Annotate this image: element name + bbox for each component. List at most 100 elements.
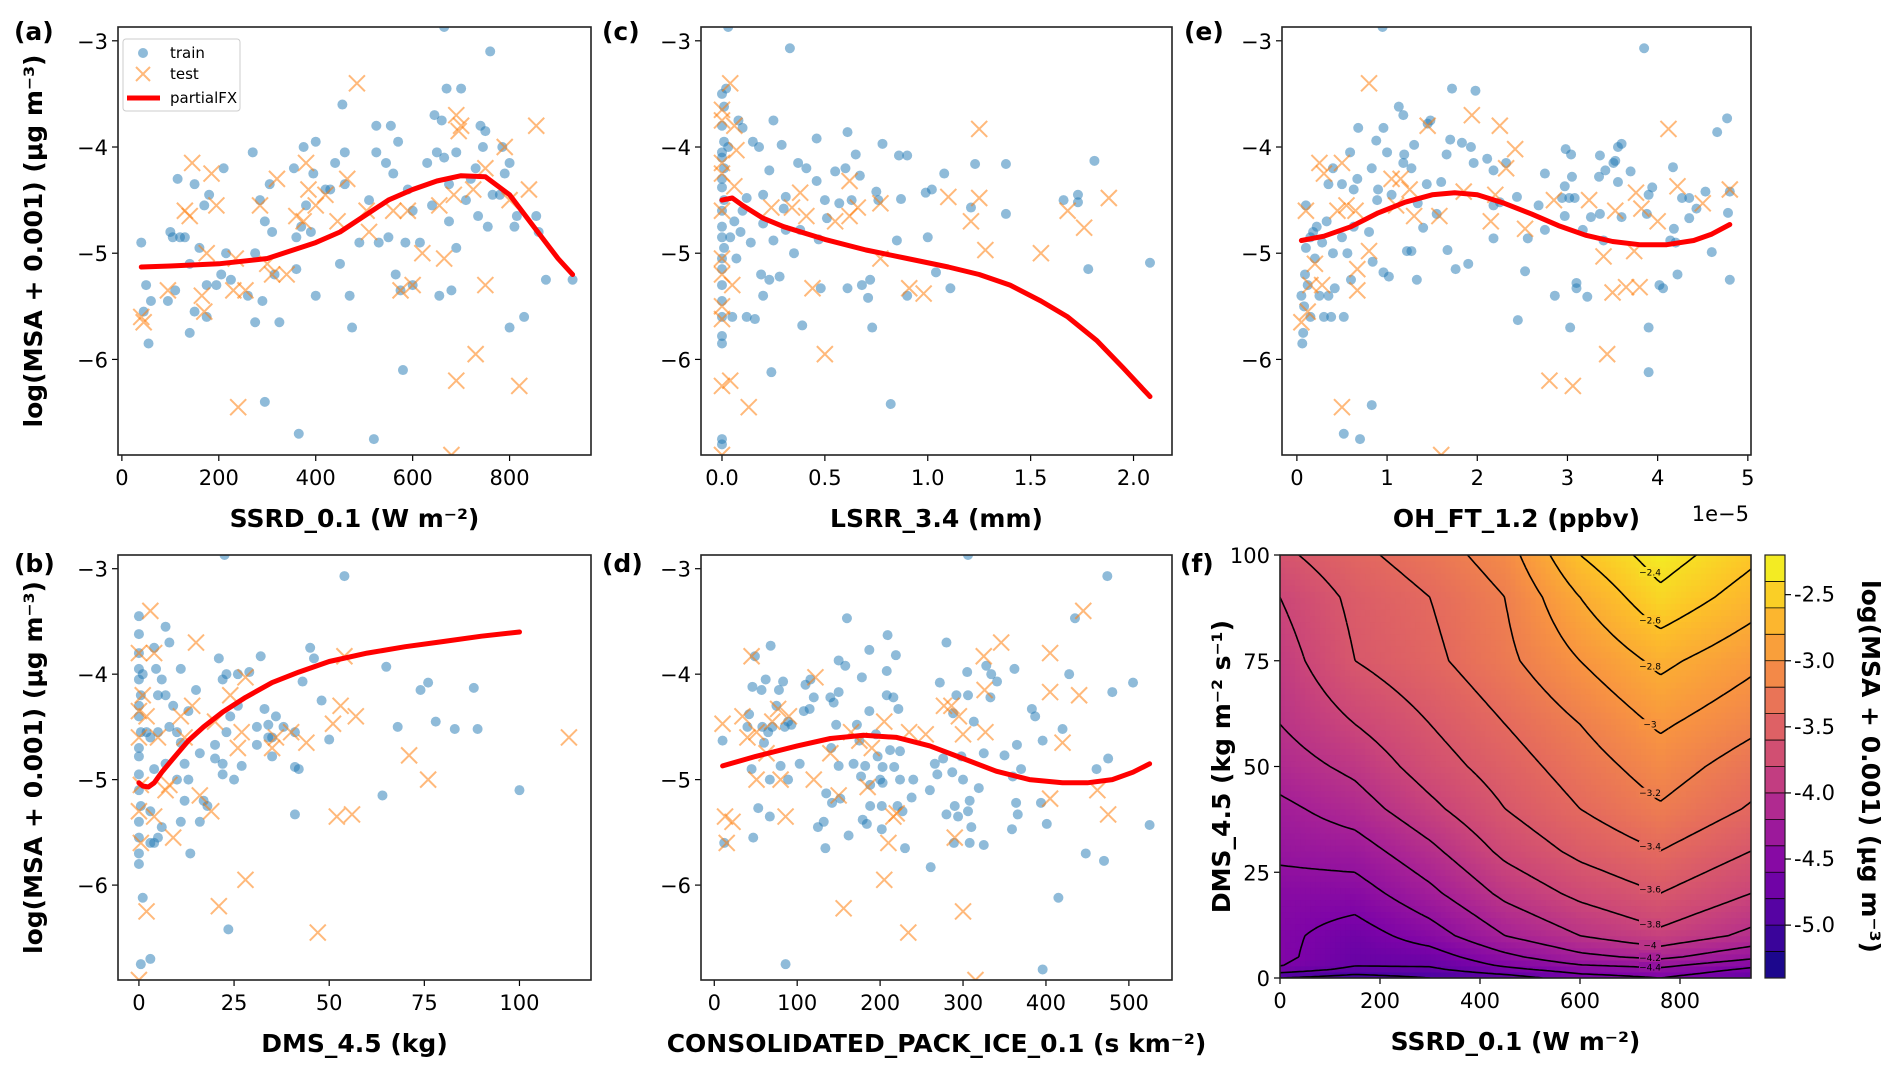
heatmap-cell <box>1556 742 1562 749</box>
heatmap-cell <box>1365 857 1371 864</box>
test-point <box>993 635 1009 651</box>
heatmap-cell <box>1510 881 1516 888</box>
heatmap-cell <box>1370 899 1376 906</box>
heatmap-cell <box>1606 718 1612 725</box>
x-tick-label: 1 <box>1380 466 1393 490</box>
heatmap-cell <box>1485 736 1491 743</box>
heatmap-cell <box>1701 845 1707 852</box>
train-point <box>185 848 195 858</box>
heatmap-cell <box>1465 893 1471 900</box>
train-point <box>717 121 727 131</box>
heatmap-cell <box>1556 767 1562 774</box>
heatmap-cell <box>1465 748 1471 755</box>
heatmap-cell <box>1385 875 1391 882</box>
heatmap-cell <box>1641 730 1647 737</box>
train-point <box>416 685 426 695</box>
heatmap-cell <box>1586 881 1592 888</box>
test-point <box>298 735 314 751</box>
heatmap-cell <box>1455 827 1461 834</box>
heatmap-cell <box>1586 851 1592 858</box>
train-point <box>260 704 270 714</box>
train-point <box>761 674 771 684</box>
heatmap-cell <box>1385 803 1391 810</box>
heatmap-cell <box>1420 936 1426 943</box>
heatmap-cell <box>1340 839 1346 846</box>
heatmap-cell <box>1726 893 1732 900</box>
heatmap-cell <box>1516 742 1522 749</box>
heatmap-cell <box>1380 821 1386 828</box>
heatmap-cell <box>1616 881 1622 888</box>
heatmap-cell <box>1661 821 1667 828</box>
heatmap-cell <box>1395 791 1401 798</box>
test-point <box>131 645 147 661</box>
heatmap-cell <box>1360 718 1366 725</box>
heatmap-cell <box>1320 730 1326 737</box>
heatmap-cell <box>1355 803 1361 810</box>
heatmap-cell <box>1631 863 1637 870</box>
heatmap-cell <box>1721 893 1727 900</box>
heatmap-cell <box>1500 797 1506 804</box>
heatmap-cell <box>1430 936 1436 943</box>
heatmap-cell <box>1576 754 1582 761</box>
heatmap-cell <box>1360 845 1366 852</box>
heatmap-cell <box>1510 869 1516 876</box>
heatmap-cell <box>1731 942 1737 949</box>
heatmap-cell <box>1495 724 1501 731</box>
heatmap-cell <box>1726 839 1732 846</box>
train-point <box>857 672 867 682</box>
heatmap-cell <box>1651 803 1657 810</box>
heatmap-cell <box>1475 924 1481 931</box>
heatmap-cell <box>1295 815 1301 822</box>
test-point <box>1599 346 1615 362</box>
heatmap-cell <box>1581 833 1587 840</box>
heatmap-cell <box>1385 869 1391 876</box>
heatmap-cell <box>1626 863 1632 870</box>
heatmap-cell <box>1300 881 1306 888</box>
heatmap-cell <box>1370 912 1376 919</box>
heatmap-cell <box>1460 742 1466 749</box>
heatmap-cell <box>1400 918 1406 925</box>
heatmap-cell <box>1425 924 1431 931</box>
heatmap-cell <box>1375 730 1381 737</box>
heatmap-cell <box>1480 887 1486 894</box>
heatmap-cell <box>1591 724 1597 731</box>
heatmap-cell <box>1591 748 1597 755</box>
heatmap-cell <box>1606 881 1612 888</box>
heatmap-cell <box>1455 779 1461 786</box>
train-point <box>381 158 391 168</box>
heatmap-cell <box>1300 736 1306 743</box>
heatmap-cell <box>1701 754 1707 761</box>
heatmap-cell <box>1711 875 1717 882</box>
heatmap-cell <box>1375 809 1381 816</box>
heatmap-cell <box>1576 821 1582 828</box>
heatmap-cell <box>1596 839 1602 846</box>
heatmap-cell <box>1661 815 1667 822</box>
heatmap-cell <box>1420 839 1426 846</box>
heatmap-cell <box>1435 754 1441 761</box>
heatmap-cell <box>1390 827 1396 834</box>
heatmap-cell <box>1581 779 1587 786</box>
heatmap-cell <box>1345 960 1351 967</box>
test-point <box>876 714 892 730</box>
heatmap-cell <box>1385 736 1391 743</box>
heatmap-cell <box>1410 954 1416 961</box>
heatmap-cell <box>1330 839 1336 846</box>
heatmap-cell <box>1400 754 1406 761</box>
heatmap-cell <box>1616 851 1622 858</box>
heatmap-cell <box>1330 809 1336 816</box>
heatmap-cell <box>1736 899 1742 906</box>
heatmap-cell <box>1300 899 1306 906</box>
heatmap-cell <box>1621 754 1627 761</box>
test-point <box>1605 285 1621 301</box>
heatmap-cell <box>1731 918 1737 925</box>
heatmap-cell <box>1591 875 1597 882</box>
heatmap-cell <box>1325 797 1331 804</box>
train-point <box>190 179 200 189</box>
y-tick-label: −3 <box>660 30 691 54</box>
heatmap-cell <box>1711 851 1717 858</box>
heatmap-cell <box>1460 924 1466 931</box>
heatmap-cell <box>1546 924 1552 931</box>
heatmap-cell <box>1430 718 1436 725</box>
heatmap-cell <box>1350 893 1356 900</box>
heatmap-cell <box>1566 869 1572 876</box>
